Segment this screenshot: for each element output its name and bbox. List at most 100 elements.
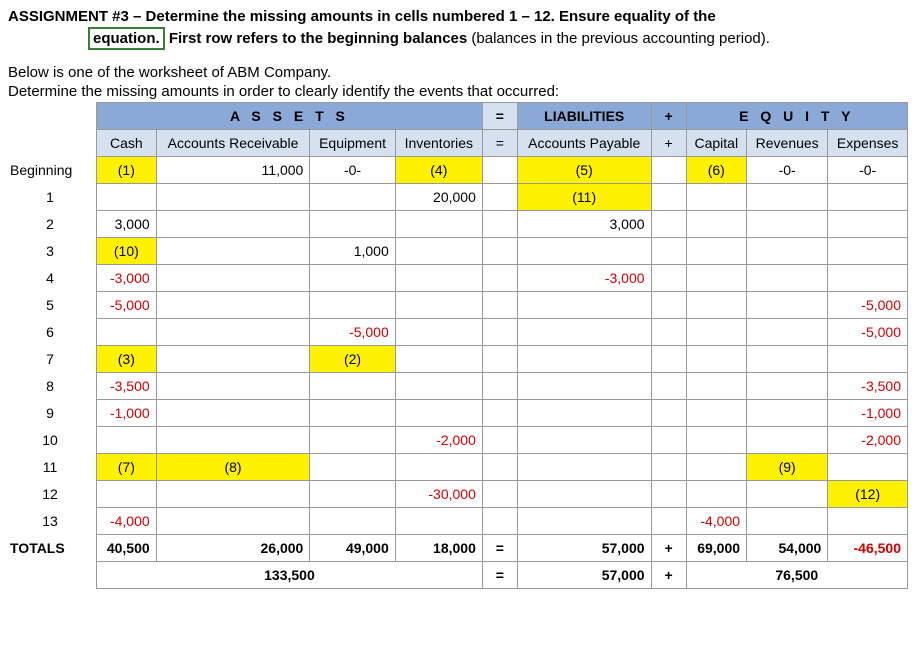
liabilities-header: LIABILITIES [517, 103, 651, 130]
cell-r6-equipment: -5,000 [310, 319, 395, 346]
col-equipment: Equipment [310, 130, 395, 157]
subtitle-line: equation. First row refers to the beginn… [88, 27, 910, 50]
col-ap: Accounts Payable [517, 130, 651, 157]
cell-tot-rev: 54,000 [747, 535, 828, 562]
rowlabel-beginning: Beginning [8, 157, 97, 184]
cell-grand-plus: + [651, 562, 686, 589]
cell-tot-ar: 26,000 [156, 535, 310, 562]
col-eq: = [482, 130, 517, 157]
cell-grand-eq: = [482, 562, 517, 589]
rowlabel-13: 13 [8, 508, 97, 535]
cell-beg-equipment: -0- [310, 157, 395, 184]
cell-beg-inv: (4) [395, 157, 482, 184]
col-inventories: Inventories [395, 130, 482, 157]
worksheet-table: A S S E T S = LIABILITIES + E Q U I T Y … [8, 102, 908, 589]
cell-r4-cash: -3,000 [97, 265, 157, 292]
rowlabel-5: 5 [8, 292, 97, 319]
intro-line-2: Determine the missing amounts in order t… [8, 83, 910, 100]
cell-tot-liab: 57,000 [517, 562, 651, 589]
rowlabel-3: 3 [8, 238, 97, 265]
row-11: 11 (7) (8) (9) [8, 454, 908, 481]
cell-beg-ap: (5) [517, 157, 651, 184]
cell-tot-plus: + [651, 535, 686, 562]
cell-r7-equipment: (2) [310, 346, 395, 373]
equation-box: equation. [88, 27, 165, 50]
cell-r2-ap: 3,000 [517, 211, 651, 238]
rowlabel-9: 9 [8, 400, 97, 427]
cell-r11-ar: (8) [156, 454, 310, 481]
rowlabel-2: 2 [8, 211, 97, 238]
rowlabel-6: 6 [8, 319, 97, 346]
cell-beg-exp: -0- [828, 157, 908, 184]
cell-r5-exp: -5,000 [828, 292, 908, 319]
cell-tot-ap: 57,000 [517, 535, 651, 562]
subtitle-bold: First row refers to the beginning balanc… [169, 30, 467, 47]
column-header-row: Cash Accounts Receivable Equipment Inven… [8, 130, 908, 157]
col-capital: Capital [686, 130, 746, 157]
cell-r9-exp: -1,000 [828, 400, 908, 427]
row-2: 2 3,000 3,000 [8, 211, 908, 238]
row-12: 12 -30,000 (12) [8, 481, 908, 508]
cell-r3-cash: (10) [97, 238, 157, 265]
col-ar: Accounts Receivable [156, 130, 310, 157]
plus-header: + [651, 103, 686, 130]
col-plus: + [651, 130, 686, 157]
cell-tot-inv: 18,000 [395, 535, 482, 562]
cell-tot-exp: -46,500 [828, 535, 908, 562]
cell-r11-cash: (7) [97, 454, 157, 481]
cell-r10-inv: -2,000 [395, 427, 482, 454]
row-8: 8 -3,500 -3,500 [8, 373, 908, 400]
eq-header: = [482, 103, 517, 130]
cell-r5-cash: -5,000 [97, 292, 157, 319]
row-totals: TOTALS 40,500 26,000 49,000 18,000 = 57,… [8, 535, 908, 562]
assignment-title: ASSIGNMENT #3 – Determine the missing am… [8, 8, 910, 25]
cell-r1-ap: (11) [517, 184, 651, 211]
cell-r8-cash: -3,500 [97, 373, 157, 400]
col-revenues: Revenues [747, 130, 828, 157]
cell-beg-ar: 11,000 [156, 157, 310, 184]
cell-beg-rev: -0- [747, 157, 828, 184]
cell-tot-eq: = [482, 535, 517, 562]
cell-r8-exp: -3,500 [828, 373, 908, 400]
row-7: 7 (3) (2) [8, 346, 908, 373]
row-5: 5 -5,000 -5,000 [8, 292, 908, 319]
intro-line-1: Below is one of the worksheet of ABM Com… [8, 64, 910, 81]
rowlabel-1: 1 [8, 184, 97, 211]
equity-header: E Q U I T Y [686, 103, 907, 130]
cell-r1-inv: 20,000 [395, 184, 482, 211]
row-1: 1 20,000 (11) [8, 184, 908, 211]
row-beginning: Beginning (1) 11,000 -0- (4) (5) (6) -0-… [8, 157, 908, 184]
cell-r13-cash: -4,000 [97, 508, 157, 535]
cell-tot-capital: 69,000 [686, 535, 746, 562]
row-10: 10 -2,000 -2,000 [8, 427, 908, 454]
rowlabel-7: 7 [8, 346, 97, 373]
section-header-row: A S S E T S = LIABILITIES + E Q U I T Y [8, 103, 908, 130]
col-expenses: Expenses [828, 130, 908, 157]
row-3: 3 (10) 1,000 [8, 238, 908, 265]
cell-r9-cash: -1,000 [97, 400, 157, 427]
row-6: 6 -5,000 -5,000 [8, 319, 908, 346]
cell-r13-capital: -4,000 [686, 508, 746, 535]
rowlabel-totals: TOTALS [8, 535, 97, 562]
rowlabel-12: 12 [8, 481, 97, 508]
cell-r11-rev: (9) [747, 454, 828, 481]
row-9: 9 -1,000 -1,000 [8, 400, 908, 427]
assets-header: A S S E T S [97, 103, 483, 130]
cell-beg-capital: (6) [686, 157, 746, 184]
cell-tot-assets: 133,500 [97, 562, 483, 589]
cell-r10-exp: -2,000 [828, 427, 908, 454]
cell-tot-equipment: 49,000 [310, 535, 395, 562]
cell-r6-exp: -5,000 [828, 319, 908, 346]
col-cash: Cash [97, 130, 157, 157]
row-grand-totals: 133,500 = 57,000 + 76,500 [8, 562, 908, 589]
cell-r2-cash: 3,000 [97, 211, 157, 238]
cell-tot-equity: 76,500 [686, 562, 907, 589]
row-13: 13 -4,000 -4,000 [8, 508, 908, 535]
cell-beg-cash: (1) [97, 157, 157, 184]
rowlabel-10: 10 [8, 427, 97, 454]
cell-r3-equipment: 1,000 [310, 238, 395, 265]
rowlabel-4: 4 [8, 265, 97, 292]
cell-r12-exp: (12) [828, 481, 908, 508]
cell-r4-ap: -3,000 [517, 265, 651, 292]
cell-tot-cash: 40,500 [97, 535, 157, 562]
